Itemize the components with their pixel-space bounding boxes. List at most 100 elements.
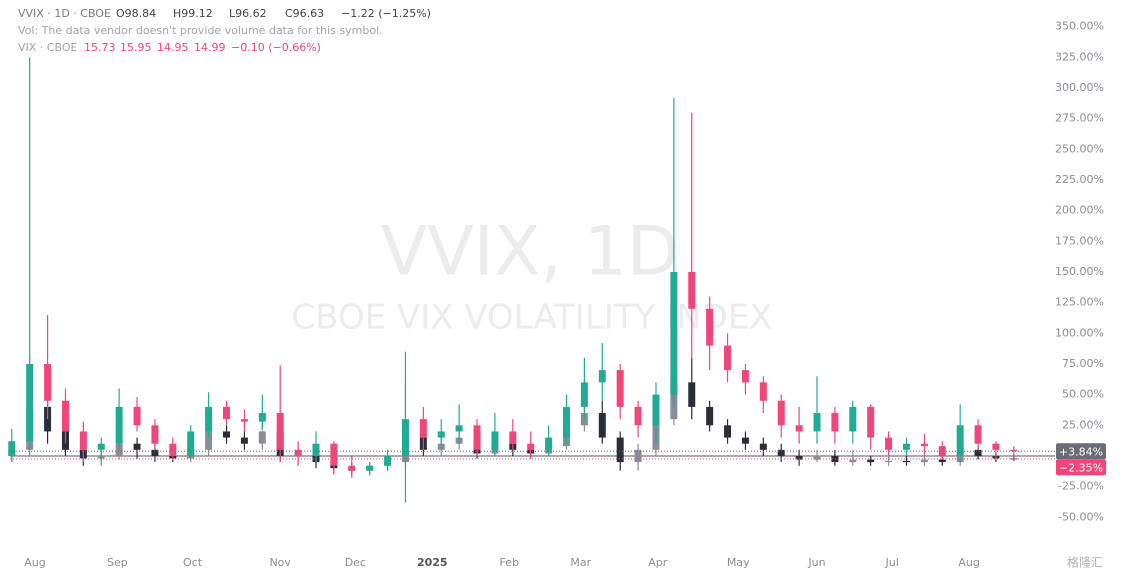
last-price-box — [1056, 443, 1106, 460]
candle-body — [509, 431, 517, 444]
candle-body — [831, 413, 839, 432]
candle-body — [366, 465, 374, 471]
logo: 格隆汇 — [1067, 555, 1103, 570]
candle-body — [8, 441, 16, 456]
x-tick-label: Oct — [183, 556, 203, 569]
y-tick-label: 200.00% — [1055, 204, 1104, 217]
candle-body — [920, 443, 928, 447]
legend-open: 15.73 — [84, 41, 116, 54]
y-tick-label: 100.00% — [1055, 326, 1104, 339]
candle-body — [276, 413, 284, 450]
candle-body — [133, 406, 141, 426]
candle-body — [902, 460, 910, 463]
candle-body — [580, 413, 588, 426]
y-tick-label: 50.00% — [1062, 388, 1104, 401]
legend-change: −1.22 (−1.25%) — [341, 7, 431, 20]
candle-body — [527, 443, 535, 450]
candle-body — [849, 459, 857, 463]
x-tick-label: May — [727, 556, 750, 569]
candle-body — [223, 431, 231, 438]
candle-body — [205, 406, 213, 432]
candle-body — [616, 370, 624, 407]
y-tick-label: 125.00% — [1055, 296, 1104, 309]
candle-body — [598, 413, 606, 438]
candle-body — [831, 455, 839, 463]
candle-body — [777, 400, 785, 426]
candle-body — [670, 272, 678, 395]
y-tick-label: 175.00% — [1055, 234, 1104, 247]
y-tick-label: 300.00% — [1055, 81, 1104, 94]
candle-body — [455, 425, 463, 432]
candle-body — [992, 443, 1000, 450]
y-tick-label: 75.00% — [1062, 357, 1104, 370]
candle-body — [706, 308, 714, 346]
candle-body — [437, 431, 445, 438]
candle-body — [688, 272, 696, 309]
legend-open: O98.84 — [116, 7, 156, 20]
candle-body — [902, 443, 910, 450]
legend-low: 14.95 — [157, 41, 189, 54]
candle-body — [885, 437, 893, 450]
candle-body — [44, 363, 52, 401]
volume-note: Vol: The data vendor doesn't provide vol… — [18, 24, 383, 37]
y-tick-label: 25.00% — [1062, 418, 1104, 431]
candle-body — [706, 406, 714, 426]
legend-name: VIX · CBOE — [18, 41, 77, 54]
last-price-label: +3.84% — [1059, 445, 1103, 458]
candle-body — [205, 431, 213, 450]
candle-body — [849, 406, 857, 432]
last-price-label: −2.35% — [1059, 461, 1103, 474]
x-tick-label: Aug — [24, 556, 45, 569]
candle-body — [330, 443, 338, 466]
x-tick-label: Sep — [107, 556, 128, 569]
candle-body — [384, 455, 392, 466]
candle-body — [938, 446, 946, 456]
candle-body — [634, 406, 642, 426]
candle-body — [169, 443, 177, 456]
candle-body — [26, 363, 34, 442]
x-tick-label: Apr — [648, 556, 668, 569]
candle-body — [258, 413, 266, 422]
candle-body — [974, 425, 982, 444]
candle-body — [133, 443, 141, 450]
x-tick-label: Aug — [958, 556, 979, 569]
candle-body — [580, 382, 588, 407]
candle-body — [240, 419, 248, 422]
legend-close: C96.63 — [285, 7, 324, 20]
candle-body — [491, 431, 499, 450]
candle-body — [294, 449, 302, 456]
last-price-box — [1056, 459, 1106, 476]
y-tick-label: 150.00% — [1055, 265, 1104, 278]
x-tick-label: Feb — [499, 556, 518, 569]
candle-body — [151, 425, 159, 444]
watermark-subtitle: CBOE VIX VOLATILITY INDEX — [291, 298, 772, 338]
candle-body — [974, 449, 982, 456]
candle-body — [240, 437, 248, 444]
legend-name: VVIX · 1D · CBOE — [18, 7, 111, 20]
y-tick-label: 250.00% — [1055, 142, 1104, 155]
candle-body — [401, 419, 409, 456]
candle-body — [562, 406, 570, 438]
candle-body — [741, 370, 749, 383]
y-tick-label: -25.00% — [1058, 480, 1104, 493]
x-tick-label: 2025 — [417, 556, 448, 569]
candle-body — [920, 459, 928, 463]
candle-body — [151, 449, 159, 456]
candle-body — [795, 425, 803, 432]
x-tick-label: Nov — [269, 556, 291, 569]
legend-high: 15.95 — [120, 41, 152, 54]
candle-body — [867, 406, 875, 438]
candle-body — [223, 406, 231, 420]
legend-high: H99.12 — [173, 7, 213, 20]
candle-body — [688, 382, 696, 407]
x-tick-label: Jul — [885, 556, 899, 569]
candle-body — [61, 400, 69, 432]
candle-body — [616, 437, 624, 463]
candle-body — [724, 345, 732, 371]
candle-body — [741, 437, 749, 444]
y-tick-label: -50.00% — [1058, 510, 1104, 523]
candle-body — [867, 459, 875, 463]
candle-body — [813, 413, 821, 432]
candle-body — [759, 443, 767, 450]
x-tick-label: Jun — [807, 556, 825, 569]
